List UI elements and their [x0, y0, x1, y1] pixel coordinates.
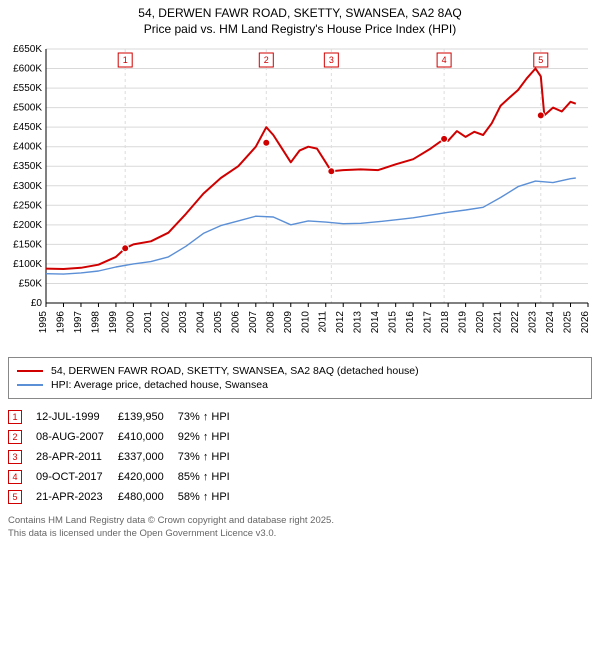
- legend: 54, DERWEN FAWR ROAD, SKETTY, SWANSEA, S…: [8, 357, 592, 399]
- footer-line1: Contains HM Land Registry data © Crown c…: [8, 515, 592, 527]
- svg-text:£50K: £50K: [19, 279, 43, 290]
- date-cell: 12-JUL-1999: [36, 407, 118, 427]
- marker-cell: 2: [8, 427, 36, 447]
- hpi-cell: 73% ↑ HPI: [178, 447, 244, 467]
- svg-text:2016: 2016: [405, 311, 416, 334]
- svg-text:2022: 2022: [510, 311, 521, 334]
- price-cell: £337,000: [118, 447, 178, 467]
- table-row: 521-APR-2023£480,00058% ↑ HPI: [8, 487, 244, 507]
- svg-text:2012: 2012: [335, 311, 346, 334]
- legend-swatch: [17, 384, 43, 385]
- svg-text:2007: 2007: [248, 311, 259, 334]
- svg-text:2025: 2025: [563, 311, 574, 334]
- svg-text:2015: 2015: [388, 311, 399, 334]
- legend-item: HPI: Average price, detached house, Swan…: [17, 378, 583, 392]
- title-line1: 54, DERWEN FAWR ROAD, SKETTY, SWANSEA, S…: [6, 6, 594, 22]
- svg-text:£600K: £600K: [13, 64, 42, 75]
- chart-title: 54, DERWEN FAWR ROAD, SKETTY, SWANSEA, S…: [6, 6, 594, 37]
- svg-text:2: 2: [264, 55, 269, 65]
- svg-text:1997: 1997: [73, 311, 84, 334]
- svg-text:£350K: £350K: [13, 161, 42, 172]
- svg-text:£200K: £200K: [13, 220, 42, 231]
- marker-cell: 5: [8, 487, 36, 507]
- svg-text:2021: 2021: [493, 311, 504, 334]
- transaction-table: 112-JUL-1999£139,95073% ↑ HPI208-AUG-200…: [8, 407, 244, 507]
- date-cell: 28-APR-2011: [36, 447, 118, 467]
- table-row: 112-JUL-1999£139,95073% ↑ HPI: [8, 407, 244, 427]
- marker-cell: 4: [8, 467, 36, 487]
- footer-line2: This data is licensed under the Open Gov…: [8, 528, 592, 540]
- svg-text:£150K: £150K: [13, 240, 42, 251]
- svg-text:2020: 2020: [475, 311, 486, 334]
- svg-text:2019: 2019: [458, 311, 469, 334]
- price-chart: £0 £50K £100K £150K £200K £250K £300K £350K £400…: [6, 41, 594, 351]
- svg-text:£400K: £400K: [13, 142, 42, 153]
- title-line2: Price paid vs. HM Land Registry's House …: [6, 22, 594, 38]
- hpi-cell: 58% ↑ HPI: [178, 487, 244, 507]
- svg-text:2011: 2011: [318, 311, 329, 333]
- price-cell: £420,000: [118, 467, 178, 487]
- svg-text:2005: 2005: [213, 311, 224, 334]
- price-cell: £480,000: [118, 487, 178, 507]
- svg-text:2026: 2026: [580, 311, 591, 334]
- svg-text:£450K: £450K: [13, 122, 42, 133]
- svg-text:£250K: £250K: [13, 200, 42, 211]
- legend-label: 54, DERWEN FAWR ROAD, SKETTY, SWANSEA, S…: [51, 365, 419, 377]
- svg-text:2000: 2000: [125, 311, 136, 334]
- marker-cell: 1: [8, 407, 36, 427]
- legend-swatch: [17, 370, 43, 372]
- hpi-cell: 73% ↑ HPI: [178, 407, 244, 427]
- svg-text:2017: 2017: [423, 311, 434, 334]
- svg-text:£300K: £300K: [13, 181, 42, 192]
- hpi-cell: 85% ↑ HPI: [178, 467, 244, 487]
- svg-text:2014: 2014: [370, 311, 381, 334]
- price-cell: £139,950: [118, 407, 178, 427]
- table-row: 328-APR-2011£337,00073% ↑ HPI: [8, 447, 244, 467]
- chart-svg: £0 £50K £100K £150K £200K £250K £300K £350K £400…: [6, 41, 594, 351]
- marker-cell: 3: [8, 447, 36, 467]
- date-cell: 08-AUG-2007: [36, 427, 118, 447]
- price-cell: £410,000: [118, 427, 178, 447]
- svg-text:1: 1: [123, 55, 128, 65]
- svg-text:£500K: £500K: [13, 103, 42, 114]
- svg-text:£100K: £100K: [13, 259, 42, 270]
- svg-text:1999: 1999: [108, 311, 119, 334]
- svg-text:2003: 2003: [178, 311, 189, 334]
- svg-text:3: 3: [329, 55, 334, 65]
- date-cell: 09-OCT-2017: [36, 467, 118, 487]
- svg-text:2013: 2013: [353, 311, 364, 334]
- svg-text:£650K: £650K: [13, 44, 42, 55]
- svg-text:2002: 2002: [160, 311, 171, 334]
- hpi-cell: 92% ↑ HPI: [178, 427, 244, 447]
- svg-text:2010: 2010: [300, 311, 311, 334]
- legend-item: 54, DERWEN FAWR ROAD, SKETTY, SWANSEA, S…: [17, 364, 583, 378]
- legend-label: HPI: Average price, detached house, Swan…: [51, 379, 268, 391]
- svg-text:2006: 2006: [230, 311, 241, 334]
- svg-text:4: 4: [442, 55, 447, 65]
- svg-text:1995: 1995: [38, 311, 49, 334]
- svg-text:2023: 2023: [528, 311, 539, 334]
- svg-text:1998: 1998: [90, 311, 101, 334]
- date-cell: 21-APR-2023: [36, 487, 118, 507]
- table-row: 208-AUG-2007£410,00092% ↑ HPI: [8, 427, 244, 447]
- svg-text:5: 5: [538, 55, 543, 65]
- svg-text:1996: 1996: [55, 311, 66, 334]
- svg-text:2008: 2008: [265, 311, 276, 334]
- svg-text:2024: 2024: [545, 311, 556, 334]
- svg-text:£550K: £550K: [13, 83, 42, 94]
- footer-attribution: Contains HM Land Registry data © Crown c…: [6, 515, 594, 540]
- svg-text:2009: 2009: [283, 311, 294, 334]
- svg-text:2001: 2001: [143, 311, 154, 334]
- svg-text:2004: 2004: [195, 311, 206, 334]
- table-row: 409-OCT-2017£420,00085% ↑ HPI: [8, 467, 244, 487]
- svg-text:£0: £0: [31, 298, 43, 309]
- svg-text:2018: 2018: [440, 311, 451, 334]
